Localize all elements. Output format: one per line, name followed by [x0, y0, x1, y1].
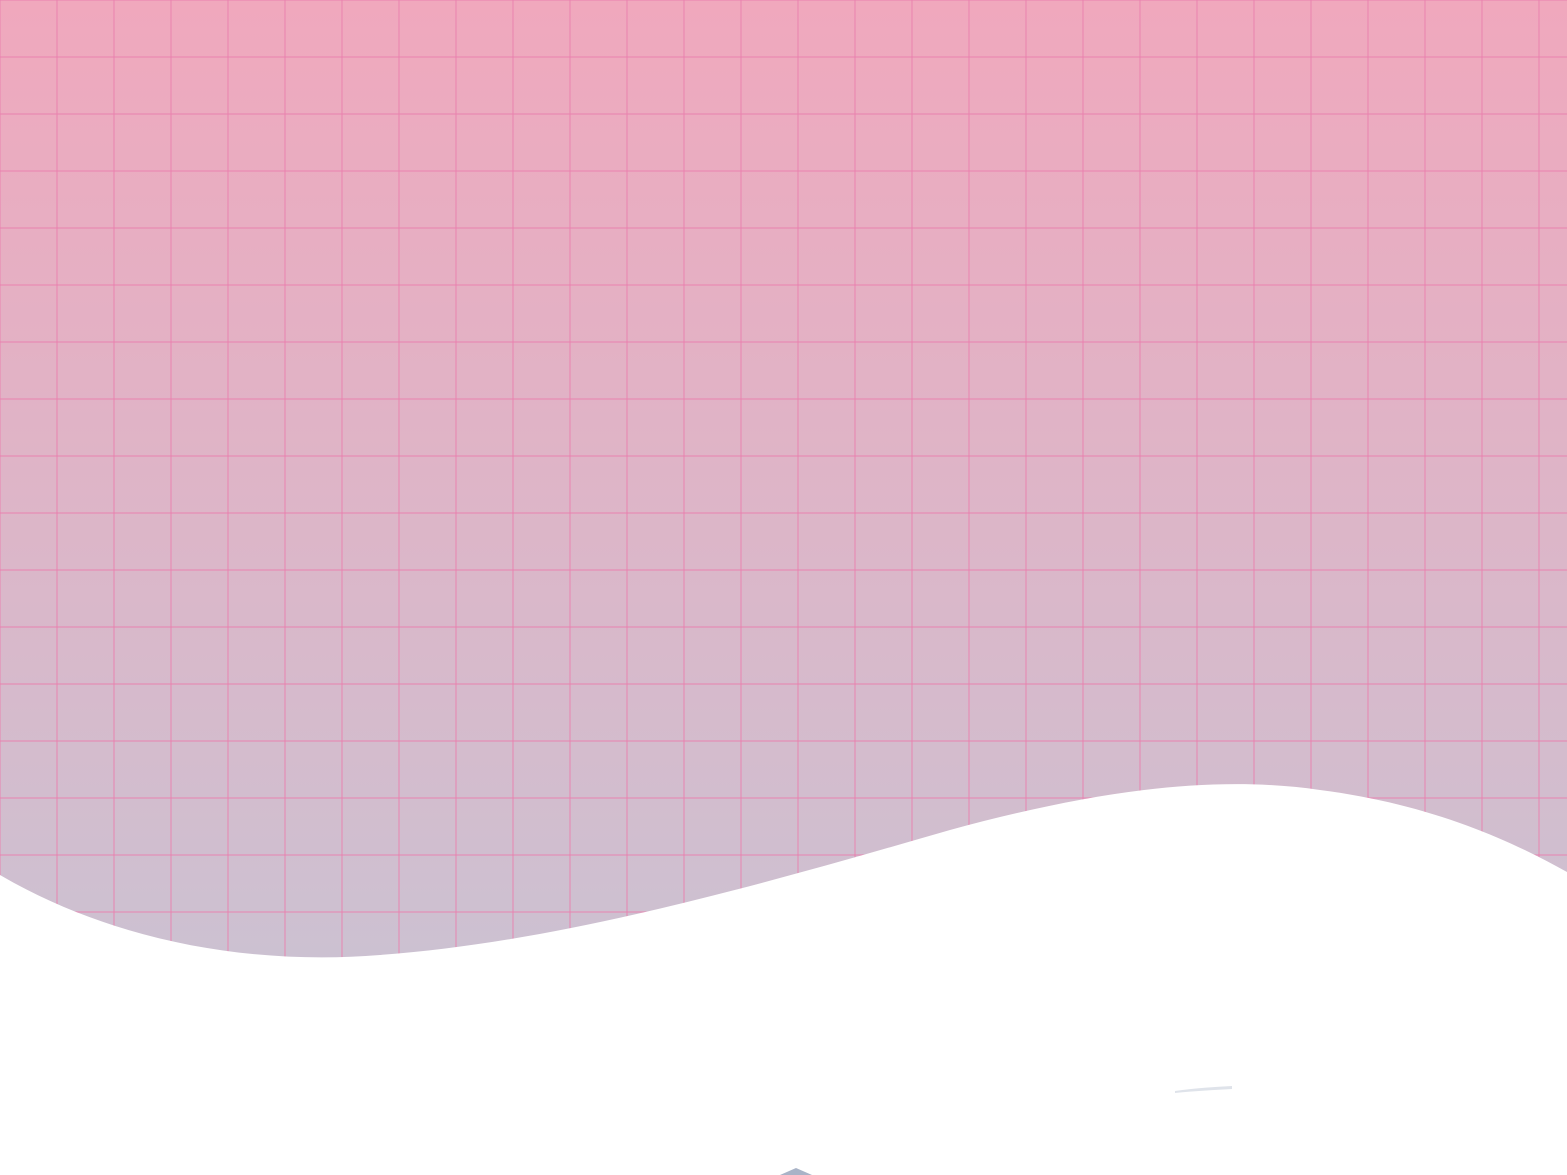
faint-streak	[1175, 1086, 1232, 1093]
wave-divider	[0, 784, 1567, 1175]
bottom-accent-shape	[780, 1168, 812, 1175]
